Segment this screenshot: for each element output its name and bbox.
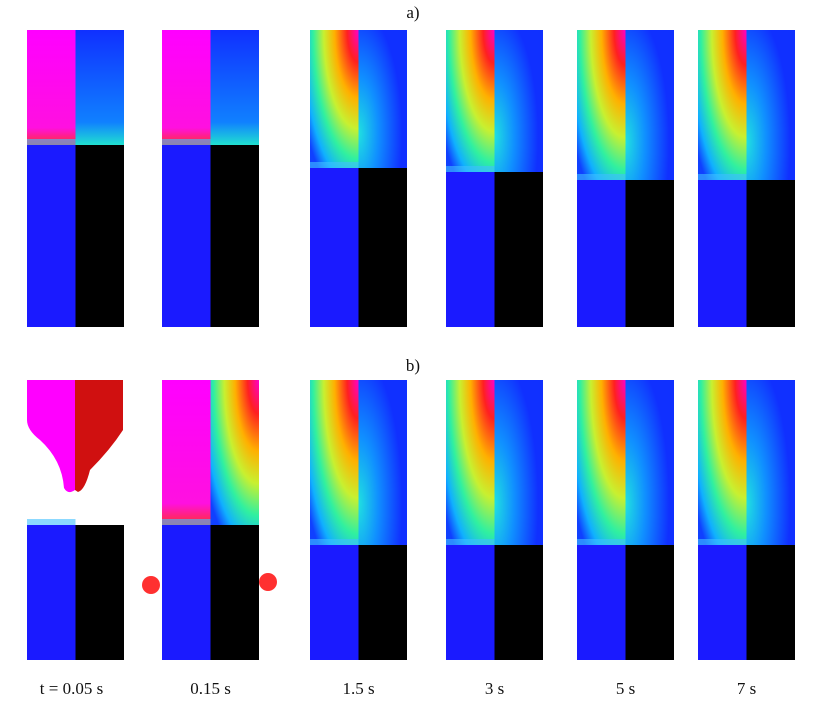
simulation-bottom-right	[358, 168, 407, 327]
droplet-right	[75, 380, 123, 492]
interface-band	[446, 539, 495, 545]
simulation-bottom-right	[625, 180, 674, 327]
simulation-bottom-left	[446, 172, 495, 327]
time-label: 5 s	[616, 679, 635, 698]
interface-band	[162, 519, 211, 525]
time-label: 3 s	[485, 679, 504, 698]
simulation-bottom-left	[162, 525, 211, 660]
simulation-top-right	[494, 30, 543, 172]
simulation-top-right	[625, 380, 674, 545]
simulation-bottom-left	[310, 545, 359, 660]
simulation-top-left	[310, 380, 359, 545]
simulation-bottom-left	[698, 180, 747, 327]
simulation-top-left	[577, 380, 626, 545]
simulation-bottom-right	[746, 180, 795, 327]
simulation-top-left	[698, 30, 747, 180]
simulation-top-right	[625, 30, 674, 180]
simulation-bottom-right	[625, 545, 674, 660]
interface-band	[698, 539, 747, 545]
simulation-top-left	[162, 30, 211, 145]
simulation-bottom-right	[358, 545, 407, 660]
simulation-top-left	[310, 30, 359, 168]
simulation-top-left	[577, 30, 626, 180]
interface-band	[162, 139, 211, 145]
simulation-bottom-left	[577, 545, 626, 660]
simulation-top-left	[162, 380, 211, 525]
interface-band	[27, 139, 76, 145]
simulation-top-right	[358, 30, 407, 168]
simulation-bottom-left	[310, 168, 359, 327]
simulation-bottom-left	[27, 525, 76, 660]
time-label: 0.15 s	[190, 679, 231, 698]
droplet	[142, 576, 160, 594]
interface-band	[698, 174, 747, 180]
simulation-bottom-right	[746, 545, 795, 660]
simulation-bottom-right	[75, 525, 124, 660]
simulation-bottom-right	[494, 172, 543, 327]
simulation-bottom-left	[577, 180, 626, 327]
interface-band	[446, 166, 495, 172]
simulation-top-left	[446, 380, 495, 545]
interface-band	[27, 519, 76, 525]
interface-band	[577, 174, 626, 180]
simulation-top-right	[746, 380, 795, 545]
simulation-bottom-left	[698, 545, 747, 660]
simulation-bottom-left	[162, 145, 211, 327]
simulation-top-right	[75, 30, 124, 145]
simulation-top-right	[358, 380, 407, 545]
simulation-bottom-right	[75, 145, 124, 327]
simulation-bottom-right	[494, 545, 543, 660]
interface-band	[310, 162, 359, 168]
simulation-top-right	[746, 30, 795, 180]
simulation-top-left	[698, 380, 747, 545]
simulation-top-right	[210, 30, 259, 145]
time-label: 1.5 s	[342, 679, 374, 698]
simulation-bottom-right	[210, 145, 259, 327]
panel-label: b)	[406, 356, 420, 375]
panel-label: a)	[406, 3, 419, 22]
droplet-left	[27, 380, 75, 493]
simulation-bottom-left	[446, 545, 495, 660]
simulation-top-right	[494, 380, 543, 545]
simulation-top-right	[210, 380, 259, 525]
simulation-bottom-right	[210, 525, 259, 660]
simulation-top-left	[446, 30, 495, 172]
time-label: t = 0.05 s	[40, 679, 103, 698]
interface-band	[310, 539, 359, 545]
time-label: 7 s	[737, 679, 756, 698]
simulation-bottom-left	[27, 145, 76, 327]
droplet	[259, 573, 277, 591]
simulation-top-left	[27, 30, 76, 145]
interface-band	[577, 539, 626, 545]
